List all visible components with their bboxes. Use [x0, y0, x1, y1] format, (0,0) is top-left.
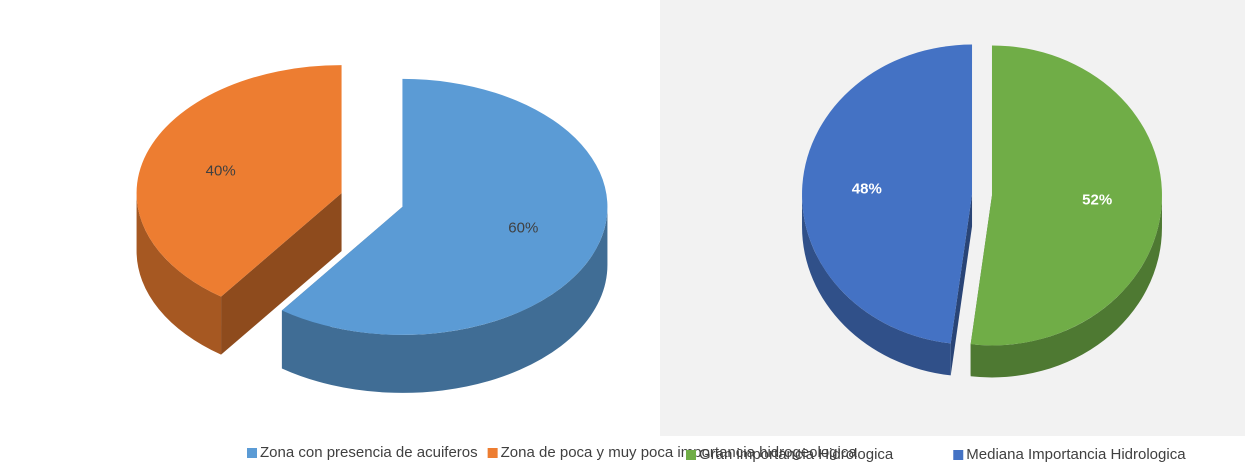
slice	[281, 78, 608, 335]
legend-label: Zona de poca y muy poca importancia hidr…	[501, 444, 858, 461]
legend-swatch	[953, 450, 964, 460]
slice-cut-face	[221, 193, 342, 355]
data-label: 40%	[206, 162, 236, 179]
legend-swatch	[686, 450, 696, 460]
slice-side	[970, 195, 1162, 378]
legend-label: Mediana Importancia Hidrologica	[966, 446, 1186, 463]
slice	[136, 65, 342, 297]
slice-side	[802, 194, 951, 376]
data-label: 48%	[852, 180, 882, 197]
legend-label: Zona con presencia de acuiferos	[260, 444, 478, 461]
slice-side	[281, 206, 608, 393]
legend-swatch	[487, 448, 498, 458]
slice	[970, 45, 1162, 346]
data-label: 60%	[508, 220, 538, 237]
slice-side	[136, 193, 222, 355]
slice-cut-face	[950, 194, 973, 376]
legend-swatch	[247, 448, 257, 458]
legend-label: Gran importancia Hidrologica	[699, 446, 894, 463]
data-label: 52%	[1082, 192, 1112, 209]
slice	[802, 44, 973, 344]
